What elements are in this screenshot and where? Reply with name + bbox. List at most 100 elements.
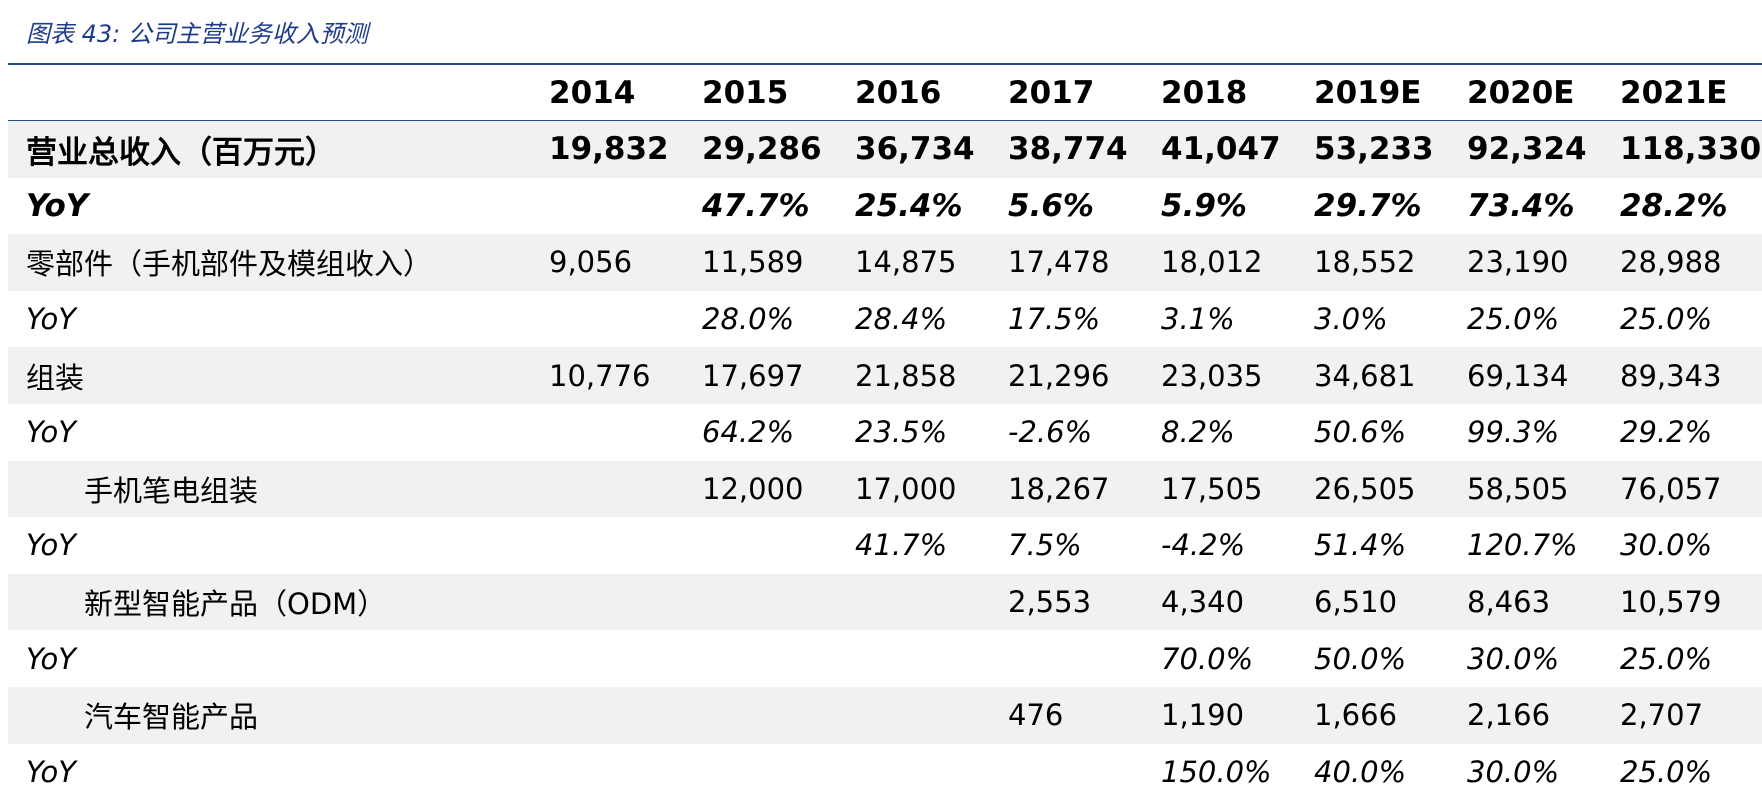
table-cell: 38,774 [992,121,1145,178]
header-year-2015: 2015 [702,75,789,111]
table-cell: 19,832 [533,121,686,178]
table-cell: 23,190 [1451,234,1604,291]
table-cell: 10,776 [533,347,686,404]
table-cell: 25.0% [1620,641,1713,676]
header-year-2014: 2014 [549,75,636,111]
table-cell: 41.7% [855,528,948,563]
table-cell: 118,330 [1604,121,1762,178]
table-cell [839,686,992,744]
table-cell [533,517,686,574]
table-row-total-revenue: 营业总收入（百万元） 19,832 29,286 36,734 38,774 4… [8,121,1762,178]
row-label: 新型智能产品（ODM） [8,573,533,631]
table-cell: 21,858 [839,347,992,404]
row-label: 组装 [8,347,533,404]
table-row-phone-laptop-yoy: YoY 41.7% 7.5% -4.2% 51.4% 120.7% 30.0% [8,517,1762,574]
table-row-phone-laptop-assembly: 手机笔电组装 12,000 17,000 18,267 17,505 26,50… [8,460,1762,518]
table-cell [839,573,992,631]
row-label: 零部件（手机部件及模组收入） [8,234,533,291]
table-cell [533,291,686,348]
table-row-smart-products-odm: 新型智能产品（ODM） 2,553 4,340 6,510 8,463 10,5… [8,573,1762,631]
table-cell: 2,707 [1604,686,1762,744]
table-cell: 12,000 [686,460,839,518]
header-year-2016: 2016 [855,75,942,111]
table-cell: 25.0% [1620,754,1713,789]
table-cell [686,573,839,631]
table-cell: 30.0% [1467,754,1560,789]
table-cell: 6,510 [1298,573,1451,631]
table-cell: 36,734 [839,121,992,178]
table-cell: 28.0% [702,302,795,337]
table-cell: 50.6% [1314,415,1407,450]
table-cell [686,686,839,744]
row-label: YoY [26,302,76,337]
table-cell: -4.2% [1161,528,1246,563]
header-year-2019e: 2019E [1314,75,1422,111]
table-cell: 18,267 [992,460,1145,518]
table-cell: 99.3% [1467,415,1560,450]
table-cell [839,630,992,687]
table-cell: 476 [992,686,1145,744]
table-row-total-yoy: YoY 47.7% 25.4% 5.6% 5.9% 29.7% 73.4% 28… [8,178,1762,235]
table-cell: 58,505 [1451,460,1604,518]
table-cell: 53,233 [1298,121,1451,178]
table-cell [686,630,839,687]
table-cell [533,460,686,518]
table-cell: 18,012 [1145,234,1298,291]
table-cell: 17,505 [1145,460,1298,518]
revenue-forecast-table: 2014 2015 2016 2017 2018 2019E 2020E 202… [8,65,1762,800]
row-label: 营业总收入（百万元） [8,121,533,178]
table-cell: 23.5% [855,415,948,450]
table-row-smart-products-yoy: YoY 70.0% 50.0% 30.0% 25.0% [8,630,1762,687]
table-cell: 3.0% [1314,302,1388,337]
table-cell [686,517,839,574]
header-label-cell [8,65,533,121]
table-cell: 29,286 [686,121,839,178]
table-row-auto-smart-yoy: YoY 150.0% 40.0% 30.0% 25.0% [8,744,1762,800]
table-cell: 120.7% [1467,528,1578,563]
table-cell: 21,296 [992,347,1145,404]
table-cell: 25.4% [855,187,963,224]
table-cell: 8,463 [1451,573,1604,631]
table-row-assembly-yoy: YoY 64.2% 23.5% -2.6% 8.2% 50.6% 99.3% 2… [8,404,1762,461]
table-cell: 76,057 [1604,460,1762,518]
table-cell [533,573,686,631]
row-label: YoY [26,187,89,224]
table-cell: 14,875 [839,234,992,291]
header-year-2021e: 2021E [1620,75,1728,111]
table-cell: 30.0% [1467,641,1560,676]
row-label: 汽车智能产品 [8,686,533,744]
table-cell: 5.6% [1008,187,1094,224]
table-row-assembly: 组装 10,776 17,697 21,858 21,296 23,035 34… [8,347,1762,404]
table-cell: 51.4% [1314,528,1407,563]
table-cell: 3.1% [1161,302,1235,337]
table-header-row: 2014 2015 2016 2017 2018 2019E 2020E 202… [8,65,1762,121]
figure-caption: 图表 43: 公司主营业务收入预测 [26,20,368,48]
table-cell: 28.2% [1620,187,1728,224]
table-cell [533,404,686,461]
table-cell: 1,666 [1298,686,1451,744]
table-cell: 2,166 [1451,686,1604,744]
header-year-2017: 2017 [1008,75,1095,111]
table-cell: 2,553 [992,573,1145,631]
table-cell: 150.0% [1161,754,1272,789]
table-cell: 73.4% [1467,187,1575,224]
table-cell: 26,505 [1298,460,1451,518]
table-cell: 1,190 [1145,686,1298,744]
table-cell: 41,047 [1145,121,1298,178]
table-cell: -2.6% [1008,415,1093,450]
table-cell: 5.9% [1161,187,1247,224]
table-cell: 30.0% [1620,528,1713,563]
table-cell: 17,000 [839,460,992,518]
table-cell [533,630,686,687]
table-cell: 64.2% [702,415,795,450]
row-label: YoY [26,641,76,676]
table-cell [992,630,1145,687]
row-label: 手机笔电组装 [8,460,533,518]
table-cell: 18,552 [1298,234,1451,291]
table-cell [533,686,686,744]
table-cell: 89,343 [1604,347,1762,404]
table-cell: 17.5% [1008,302,1101,337]
header-year-2018: 2018 [1161,75,1248,111]
table-cell: 7.5% [1008,528,1082,563]
table-cell: 11,589 [686,234,839,291]
